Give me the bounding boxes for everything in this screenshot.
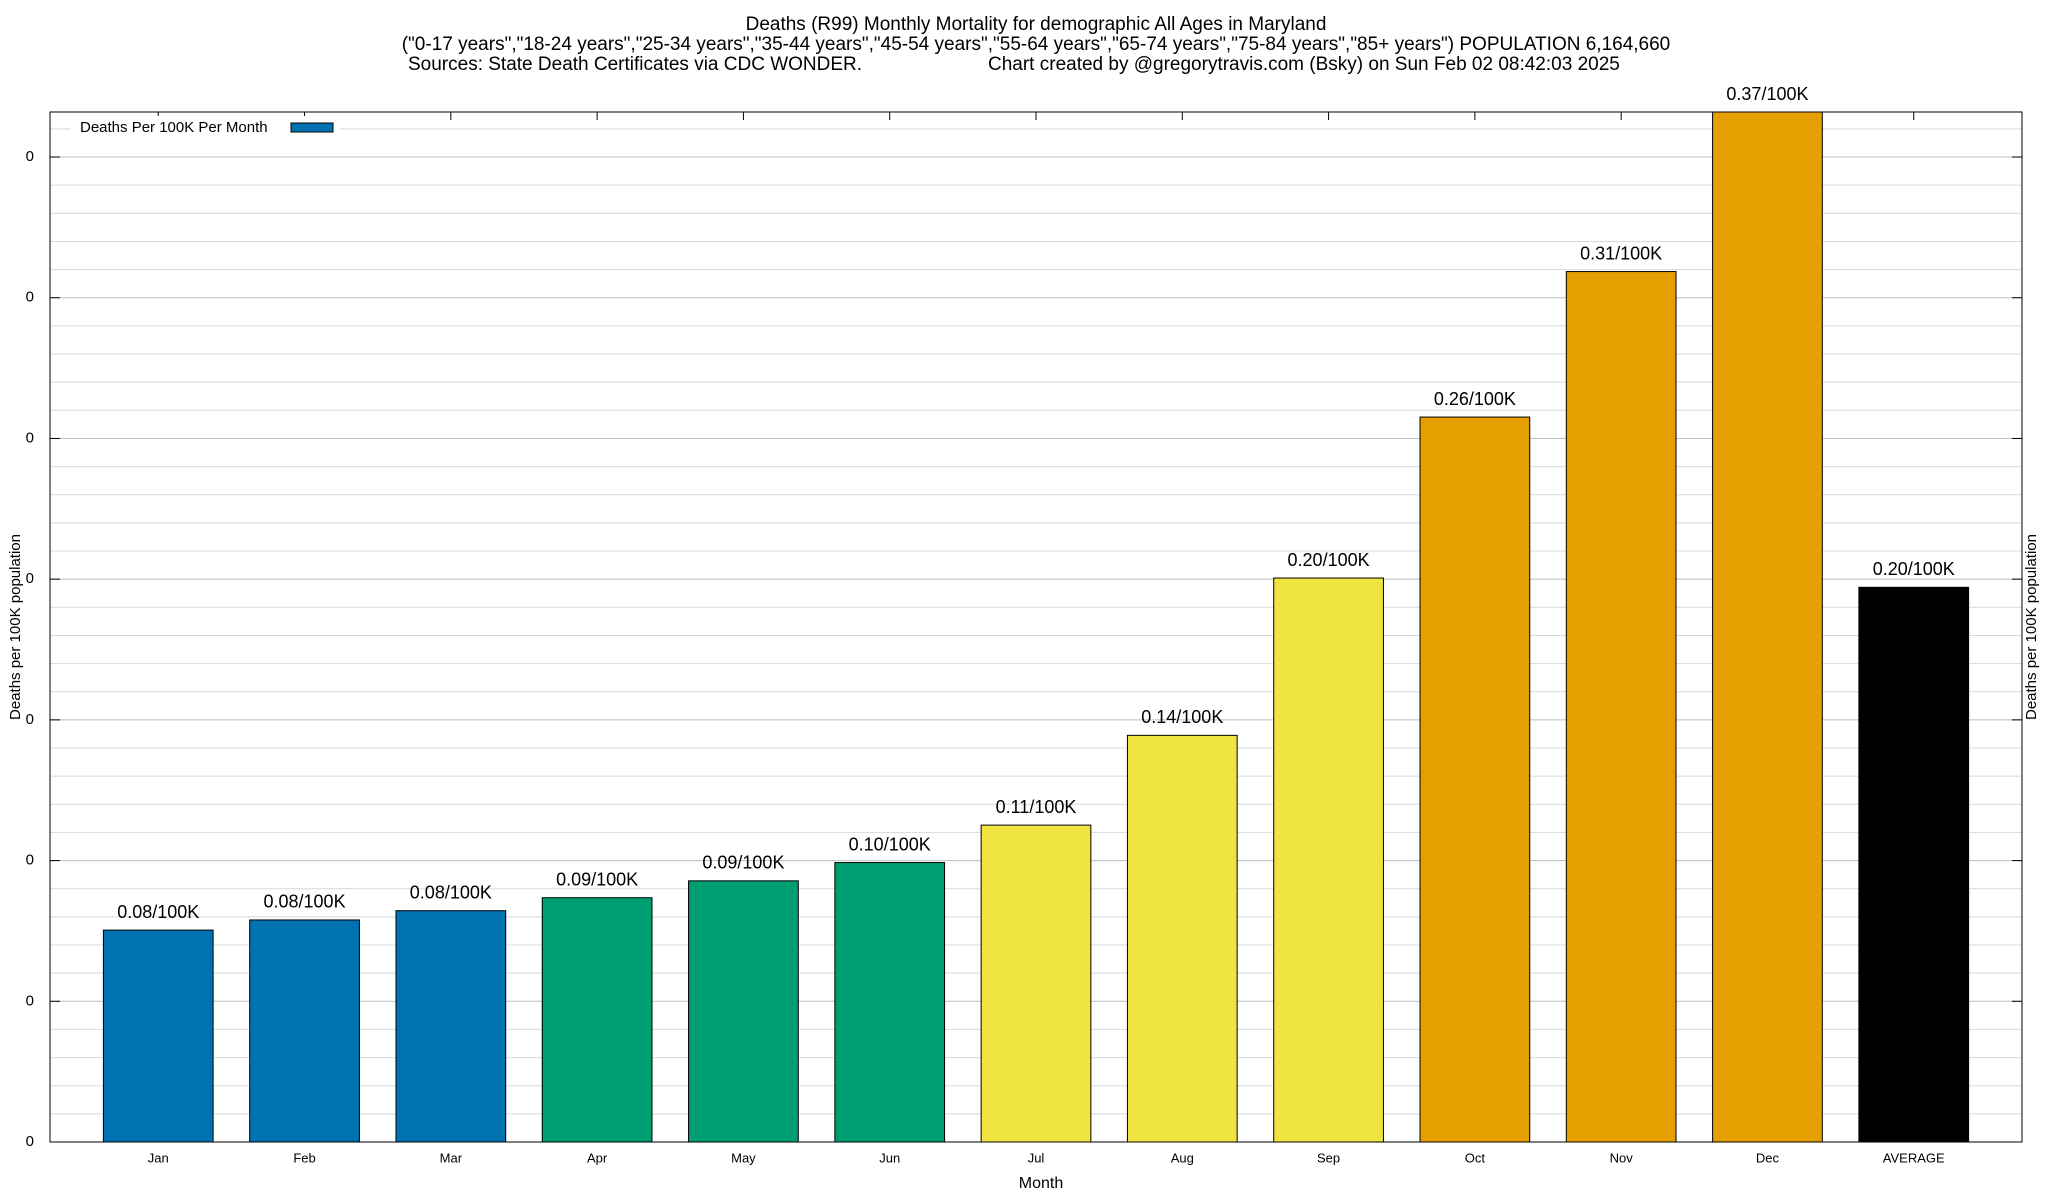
- y-tick-label: 0: [26, 148, 34, 165]
- x-tick-label: AVERAGE: [1883, 1150, 1945, 1165]
- value-label: 0.20/100K: [1288, 550, 1370, 570]
- y-tick-label: 0: [26, 852, 34, 869]
- chart-sources: Sources: State Death Certificates via CD…: [408, 54, 862, 75]
- value-label: 0.08/100K: [410, 882, 492, 902]
- x-tick-label: Oct: [1465, 1150, 1486, 1165]
- bar: [688, 880, 799, 1143]
- bar: [1712, 111, 1823, 1143]
- legend-label: Deaths Per 100K Per Month: [80, 119, 268, 136]
- bar: [1126, 734, 1238, 1143]
- bar: [395, 910, 507, 1143]
- y-tick-label: 0: [26, 1133, 34, 1150]
- x-tick-label: Jan: [148, 1150, 169, 1165]
- bar: [249, 919, 360, 1143]
- x-tick-label: Jun: [879, 1150, 900, 1165]
- x-tick-label: Jul: [1028, 1150, 1045, 1165]
- x-tick-label: Feb: [293, 1150, 315, 1165]
- bar: [834, 862, 946, 1143]
- value-label: 0.09/100K: [556, 869, 638, 889]
- value-label: 0.08/100K: [264, 892, 346, 912]
- value-label: 0.14/100K: [1141, 707, 1223, 727]
- chart-credit: Chart created by @gregorytravis.com (Bsk…: [988, 54, 1620, 75]
- value-label: 0.10/100K: [849, 834, 931, 854]
- y-tick-label: 0: [26, 711, 34, 728]
- y-axis-label: Deaths per 100K population: [7, 534, 24, 720]
- chart-title: Deaths (R99) Monthly Mortality for demog…: [746, 14, 1327, 35]
- x-tick-label: Mar: [440, 1150, 463, 1165]
- x-tick-label: Nov: [1610, 1150, 1634, 1165]
- y-tick-label: 0: [26, 570, 34, 587]
- x-tick-label: May: [731, 1150, 756, 1165]
- y2-axis-label: Deaths per 100K population: [2023, 534, 2040, 720]
- value-label: 0.20/100K: [1873, 559, 1955, 579]
- legend-swatch: [290, 122, 334, 133]
- bar: [1565, 271, 1677, 1143]
- bar: [1419, 416, 1531, 1143]
- value-label: 0.11/100K: [996, 797, 1077, 817]
- bar: [102, 929, 214, 1143]
- bar: [1858, 586, 1970, 1143]
- x-axis-label: Month: [1019, 1175, 1063, 1192]
- value-label: 0.37/100K: [1726, 84, 1808, 104]
- bar: [541, 897, 653, 1143]
- y-tick-label: 0: [26, 992, 34, 1009]
- y-tick-label: 0: [26, 429, 34, 446]
- bar: [1273, 577, 1384, 1143]
- bar: [980, 824, 1092, 1143]
- y-tick-label: 0: [26, 289, 34, 306]
- x-tick-label: Aug: [1171, 1150, 1194, 1165]
- x-tick-label: Apr: [587, 1150, 608, 1165]
- value-label: 0.31/100K: [1580, 243, 1662, 263]
- chart-subtitle: ("0-17 years","18-24 years","25-34 years…: [402, 34, 1671, 55]
- value-label: 0.08/100K: [117, 902, 199, 922]
- x-tick-label: Sep: [1317, 1150, 1340, 1165]
- x-tick-label: Dec: [1756, 1150, 1780, 1165]
- value-label: 0.26/100K: [1434, 389, 1516, 409]
- value-label: 0.09/100K: [702, 853, 784, 873]
